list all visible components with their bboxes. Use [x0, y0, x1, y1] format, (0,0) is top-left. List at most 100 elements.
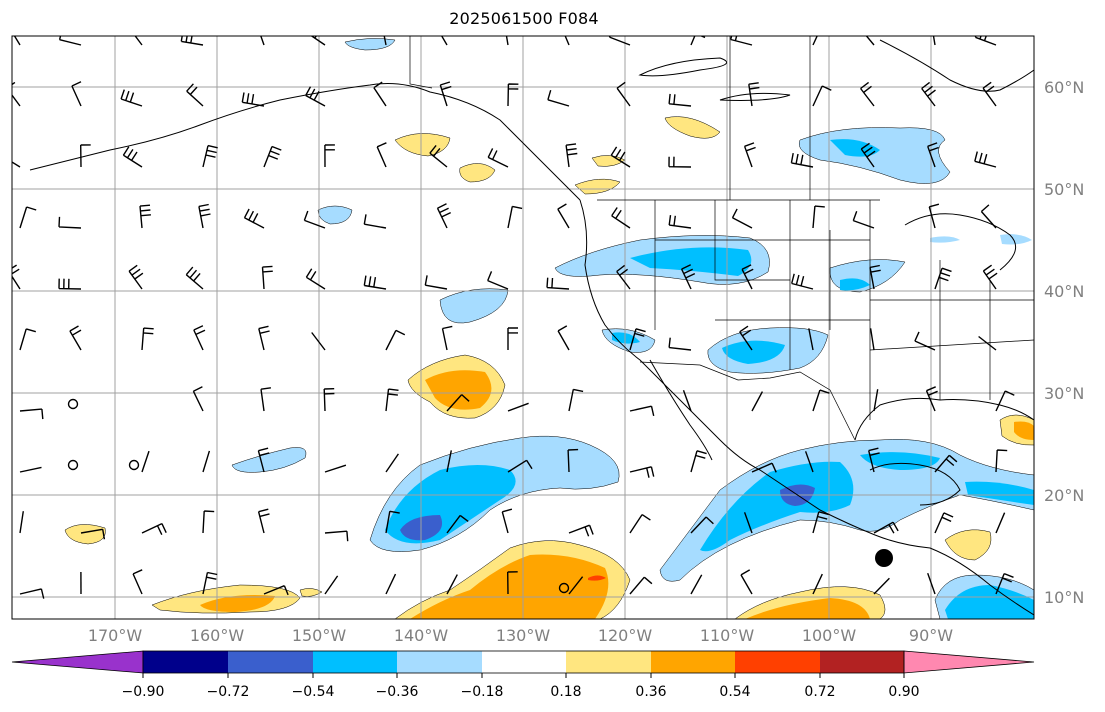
- wind-barb: [383, 36, 387, 46]
- wind-barb: [616, 81, 631, 107]
- wind-barb: [19, 511, 24, 534]
- wind-barb: [441, 325, 453, 351]
- wind-barb: [812, 573, 823, 595]
- wind-barb: [995, 390, 1015, 412]
- wind-barb: [564, 36, 570, 46]
- wind-barb: [373, 81, 387, 107]
- wind-barb: [812, 205, 825, 229]
- wind-barb: [324, 144, 335, 168]
- wind-barb: [507, 571, 518, 595]
- wind-barb: [869, 264, 881, 290]
- wind-barb: [869, 328, 875, 351]
- wind-barb: [202, 571, 218, 595]
- calm-wind-circle: [558, 582, 570, 594]
- wind-barb: [385, 388, 399, 412]
- wind-barb: [741, 264, 754, 290]
- wind-barb: [122, 146, 143, 168]
- coastline-great-lakes: [904, 213, 1017, 271]
- wind-barb: [668, 93, 692, 107]
- wind-barb: [568, 524, 594, 537]
- wind-barb: [263, 585, 289, 596]
- colorbar-tick-label: −0.90: [121, 684, 165, 700]
- wind-barb: [440, 36, 448, 46]
- map-title: 2025061500 F084: [449, 9, 599, 28]
- wind-barb: [690, 450, 707, 473]
- wind-barb: [311, 332, 326, 351]
- wind-barb: [974, 151, 997, 168]
- wind-barb: [19, 466, 42, 473]
- wind-barb: [680, 264, 696, 290]
- wind-barb: [128, 264, 144, 290]
- wind-barb: [487, 148, 509, 168]
- wind-barb: [751, 391, 764, 412]
- colorbar-bin: [820, 651, 904, 673]
- lon-label: 120°W: [597, 626, 653, 645]
- anomaly-positive-region: [459, 163, 496, 183]
- wind-barb: [139, 204, 151, 229]
- colorbar-tick-label: −0.72: [206, 684, 250, 700]
- wind-barb: [257, 447, 270, 473]
- wind-barb: [324, 464, 347, 473]
- wind-barb: [921, 81, 936, 107]
- anomaly-negative-region: [722, 340, 785, 364]
- anomaly-positive-region: [574, 178, 621, 195]
- wind-barb: [132, 569, 143, 595]
- wind-barb: [860, 142, 876, 168]
- wind-barb: [568, 388, 584, 412]
- calm-wind-circle: [67, 459, 79, 471]
- wind-barb: [363, 214, 387, 229]
- wind-barb: [13, 36, 21, 46]
- wind-barb: [868, 447, 880, 473]
- colorbar-bin: [397, 651, 482, 673]
- wind-barb: [260, 36, 265, 46]
- wind-barb: [80, 144, 91, 168]
- wind-barb: [71, 81, 82, 107]
- wind-barb: [120, 89, 143, 107]
- wind-barb: [505, 36, 509, 46]
- wind-barb: [934, 454, 958, 473]
- anomaly-negative-region: [945, 585, 1034, 619]
- coastlines: [29, 39, 1034, 616]
- wind-barb: [731, 208, 753, 229]
- graticule: [12, 36, 1034, 619]
- colorbar-bin: [313, 651, 397, 673]
- wind-barb: [812, 511, 829, 534]
- wind-barb: [980, 204, 997, 229]
- colorbar-extend-max: [903, 650, 1035, 674]
- wind-barb: [557, 325, 570, 351]
- wind-barb: [928, 203, 940, 229]
- wind-barb: [202, 510, 215, 534]
- wind-barb: [324, 530, 349, 542]
- wind-barb: [305, 86, 326, 107]
- wind-barb: [324, 575, 339, 595]
- wind-barb: [193, 325, 206, 351]
- wind-barb: [812, 389, 830, 412]
- wind-barb: [982, 81, 997, 107]
- wind-barb: [808, 328, 814, 351]
- wind-barb: [323, 388, 335, 412]
- wind-barb: [487, 271, 509, 290]
- lon-label: 90°W: [908, 626, 954, 645]
- coastline-baja-california: [649, 359, 713, 461]
- colorbar-bin: [566, 651, 651, 673]
- wind-barb: [690, 516, 714, 534]
- wind-barb: [192, 386, 204, 412]
- wind-barb: [134, 36, 143, 46]
- wind-barb: [507, 83, 519, 107]
- border-alaska-canada: [409, 36, 433, 89]
- border-state: [869, 339, 1034, 351]
- colorbar-tick-label: 0.18: [550, 684, 582, 700]
- wind-barb: [730, 36, 753, 46]
- wind-barb: [751, 462, 777, 473]
- wind-barb: [546, 277, 570, 290]
- wind-barb: [69, 325, 82, 351]
- wind-barb: [376, 142, 387, 168]
- wind-barb: [565, 143, 578, 168]
- political-borders: [409, 36, 1034, 441]
- anomaly-negative-region: [930, 236, 960, 243]
- coastline-arctic: [638, 57, 728, 77]
- lon-label: 170°W: [87, 626, 143, 645]
- wind-barb: [873, 521, 899, 534]
- wind-barb: [501, 508, 513, 534]
- wind-barb: [363, 275, 387, 290]
